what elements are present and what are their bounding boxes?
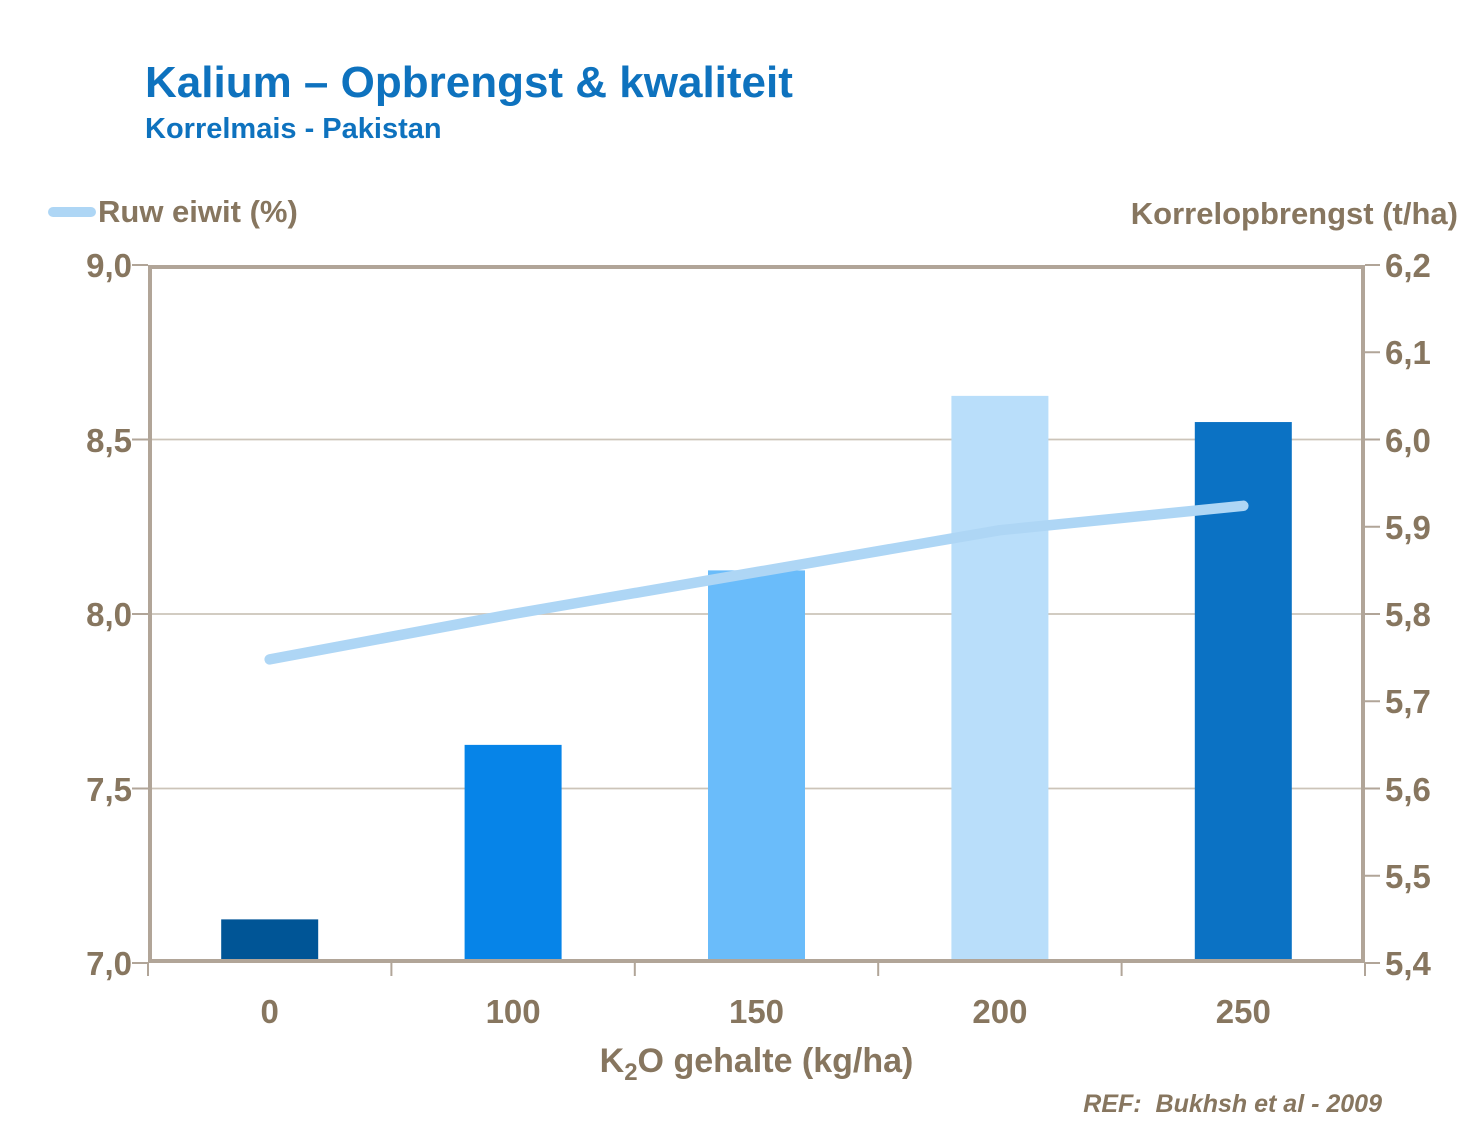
chart-plot-area [132,264,1380,976]
y-right-tick-label: 6,2 [1385,247,1431,284]
line-ruw-eiwit [264,500,1249,665]
legend: Ruw eiwit (%) [48,194,298,230]
x-axis-title-post: O gehalte (kg/ha) [637,1042,914,1080]
bar-korrelopbrengst-0 [221,919,319,963]
page-title: Kalium – Opbrengst & kwaliteit [145,58,793,107]
y-right-tick-label: 5,8 [1385,596,1431,633]
y-right-tick-label: 5,4 [1385,945,1431,982]
x-tick-label: 250 [1215,993,1271,1030]
legend-line-swatch [48,207,96,217]
y-left-tick-label: 9,0 [86,247,132,284]
x-tick-label: 100 [485,993,541,1030]
x-tick-label: 150 [728,993,785,1030]
reference-citation: REF: Bukhsh et al - 2009 [1083,1090,1382,1118]
y-right-tick-label: 5,5 [1385,857,1431,895]
y-right-tick-label: 5,9 [1385,508,1431,546]
page-subtitle: Korrelmais - Pakistan [145,113,442,145]
y-right-tick-label: 5,7 [1385,683,1431,721]
x-axis-title: K2O gehalte (kg/ha) [148,1042,1365,1087]
y-right-tick-label: 6,0 [1385,421,1431,459]
bar-korrelopbrengst-100 [464,744,562,963]
right-axis-title: Korrelopbrengst (t/ha) [1130,196,1458,231]
y-left-tick-label: 7,0 [86,945,132,982]
plot-border [148,265,1365,963]
x-tick-label: 0 [260,993,279,1030]
y-right-tick-label: 6,1 [1385,334,1431,372]
x-axis-title-sub: 2 [624,1058,638,1086]
y-left-tick-label: 8,0 [86,596,132,633]
legend-label-ruw-eiwit: Ruw eiwit (%) [98,194,298,229]
bar-korrelopbrengst-200 [951,395,1049,963]
bar-korrelopbrengst-150 [708,570,805,963]
y-right-tick-label: 5,6 [1385,770,1431,808]
y-left-tick-label: 8,5 [86,421,132,459]
x-tick-label: 200 [972,993,1028,1030]
x-axis-title-pre: K [599,1042,625,1080]
y-left-tick-label: 7,5 [86,770,132,808]
